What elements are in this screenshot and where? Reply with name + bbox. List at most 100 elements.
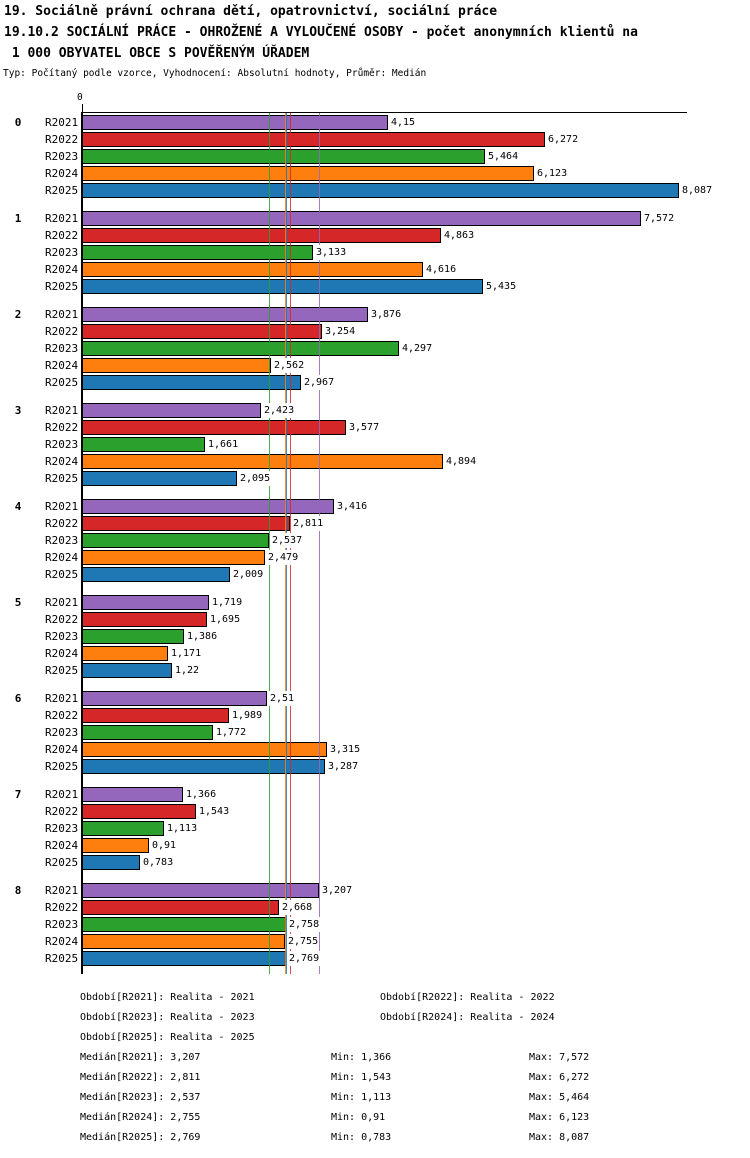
bar bbox=[82, 742, 327, 757]
bar bbox=[82, 341, 399, 356]
bar-row: R2023 4,297 bbox=[45, 341, 722, 356]
bar bbox=[82, 403, 261, 418]
bar-row-label: R2023 bbox=[45, 918, 79, 931]
bar-value-label: 8,087 bbox=[681, 183, 714, 198]
bar-value-label: 2,479 bbox=[267, 550, 300, 565]
page-title-line-2: 19.10.2 SOCIÁLNÍ PRÁCE - OHROŽENÉ A VYLO… bbox=[4, 25, 638, 40]
group-label: 3 bbox=[14, 404, 22, 417]
bar-row-label: R2024 bbox=[45, 551, 79, 564]
bar bbox=[82, 420, 346, 435]
legend-max-value: Max: 8,087 bbox=[529, 1132, 590, 1143]
bar-row-label: R2024 bbox=[45, 743, 79, 756]
bar-row: R2024 2,562 bbox=[45, 358, 722, 373]
bar-row-label: R2022 bbox=[45, 229, 79, 242]
bar-value-label: 1,171 bbox=[170, 646, 203, 661]
legend-min-value: Min: 0,91 bbox=[331, 1112, 386, 1123]
bar-row: R2023 1,113 bbox=[45, 821, 722, 836]
x-axis-line bbox=[81, 112, 687, 113]
bar-row: 3 R2021 2,423 bbox=[15, 403, 722, 418]
legend-max-value: Max: 6,123 bbox=[529, 1112, 590, 1123]
bar-value-label: 1,772 bbox=[215, 725, 248, 740]
bar-value-label: 3,577 bbox=[348, 420, 381, 435]
bar-row-label: R2022 bbox=[45, 325, 79, 338]
legend-stats: Medián[R2021]: 3,207 Min: 1,366 Max: 7,572… bbox=[80, 1048, 720, 1148]
legend-max-value: Max: 6,272 bbox=[529, 1072, 590, 1083]
bar-row-label: R2024 bbox=[45, 167, 79, 180]
bar bbox=[82, 821, 164, 836]
bar-value-label: 1,543 bbox=[198, 804, 231, 819]
bar-value-label: 3,315 bbox=[329, 742, 362, 757]
bar bbox=[82, 149, 485, 164]
page-title-line-3: 1 000 OBYVATEL OBCE S POVĚŘENÝM ÚŘADEM bbox=[4, 46, 310, 61]
legend-min-value: Min: 1,366 bbox=[331, 1052, 392, 1063]
bar-row: R2022 2,811 bbox=[45, 516, 722, 531]
bar-row: R2023 2,758 bbox=[45, 917, 722, 932]
group-label: 5 bbox=[14, 596, 22, 609]
bar bbox=[82, 612, 207, 627]
bar-row: 2 R2021 3,876 bbox=[15, 307, 722, 322]
bar-value-label: 1,719 bbox=[211, 595, 244, 610]
bar-row: 4 R2021 3,416 bbox=[15, 499, 722, 514]
legend-max-value: Max: 7,572 bbox=[529, 1052, 590, 1063]
legend-periods: Období[R2021]: Realita - 2021 Období[R202… bbox=[80, 988, 680, 1048]
bar bbox=[82, 279, 483, 294]
bar bbox=[82, 804, 196, 819]
bar-value-label: 5,435 bbox=[485, 279, 518, 294]
bar-row-label: R2021 bbox=[45, 116, 79, 129]
bar bbox=[82, 646, 168, 661]
bar-row: R2024 4,616 bbox=[45, 262, 722, 277]
bar-row-label: R2025 bbox=[45, 664, 79, 677]
page-title-line-1: 19. Sociálně právní ochrana dětí, opatro… bbox=[4, 4, 498, 19]
bar bbox=[82, 951, 286, 966]
bar-value-label: 2,423 bbox=[263, 403, 296, 418]
bar-value-label: 2,537 bbox=[271, 533, 304, 548]
legend-min-value: Min: 1,543 bbox=[331, 1072, 392, 1083]
bar-row-label: R2023 bbox=[45, 726, 79, 739]
bar-value-label: 2,51 bbox=[269, 691, 296, 706]
bar-value-label: 2,009 bbox=[232, 567, 265, 582]
bar-row-label: R2021 bbox=[45, 500, 79, 513]
bar-row: R2025 2,009 bbox=[45, 567, 722, 582]
group-label: 1 bbox=[14, 212, 22, 225]
bar-row: R2023 3,133 bbox=[45, 245, 722, 260]
legend-max-value: Max: 5,464 bbox=[529, 1092, 590, 1103]
bar-row-label: R2023 bbox=[45, 438, 79, 451]
bar-row-label: R2022 bbox=[45, 517, 79, 530]
bar-row: R2022 1,695 bbox=[45, 612, 722, 627]
bar bbox=[82, 567, 230, 582]
bar-row: R2023 1,386 bbox=[45, 629, 722, 644]
bar-row-label: R2022 bbox=[45, 421, 79, 434]
bar bbox=[82, 900, 279, 915]
bar-row-label: R2025 bbox=[45, 568, 79, 581]
legend-period-item: Období[R2022]: Realita - 2022 bbox=[380, 992, 555, 1003]
bar-value-label: 1,695 bbox=[209, 612, 242, 627]
bar-value-label: 3,287 bbox=[327, 759, 360, 774]
bar-value-label: 7,572 bbox=[643, 211, 676, 226]
bar bbox=[82, 533, 269, 548]
bar bbox=[82, 499, 334, 514]
bar-row-label: R2021 bbox=[45, 404, 79, 417]
bar-row-label: R2024 bbox=[45, 839, 79, 852]
bar bbox=[82, 211, 641, 226]
legend-median-value: Medián[R2021]: 3,207 bbox=[80, 1052, 201, 1063]
bar-row-label: R2021 bbox=[45, 596, 79, 609]
bar-row: R2023 2,537 bbox=[45, 533, 722, 548]
bar-row: R2022 1,989 bbox=[45, 708, 722, 723]
bar-row: R2025 1,22 bbox=[45, 663, 722, 678]
bar-row: R2025 2,095 bbox=[45, 471, 722, 486]
bar-value-label: 3,876 bbox=[370, 307, 403, 322]
bar-row-label: R2022 bbox=[45, 613, 79, 626]
bar-row-label: R2025 bbox=[45, 184, 79, 197]
bar-row: R2024 3,315 bbox=[45, 742, 722, 757]
legend-period-item: Období[R2021]: Realita - 2021 bbox=[80, 992, 255, 1003]
legend-stats-row: Medián[R2024]: 2,755 Min: 0,91 Max: 6,123 bbox=[80, 1108, 720, 1128]
bar-row: R2024 1,171 bbox=[45, 646, 722, 661]
bar-value-label: 2,769 bbox=[288, 951, 321, 966]
bar-row: R2025 2,967 bbox=[45, 375, 722, 390]
legend-median-value: Medián[R2025]: 2,769 bbox=[80, 1132, 201, 1143]
bar-row-label: R2022 bbox=[45, 709, 79, 722]
bar-row-label: R2022 bbox=[45, 133, 79, 146]
bar bbox=[82, 307, 368, 322]
bar-row-label: R2023 bbox=[45, 150, 79, 163]
legend-period-item: Období[R2024]: Realita - 2024 bbox=[380, 1012, 555, 1023]
